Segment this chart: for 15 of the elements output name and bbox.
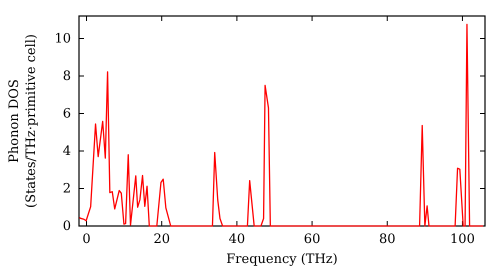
- line-series: [78, 24, 484, 227]
- y-axis-title: Phonon DOS (States/THz·primitive cell): [7, 34, 39, 208]
- x-tick-label: 100: [450, 232, 475, 248]
- x-tick-label: 20: [153, 232, 170, 248]
- x-tick-label: 80: [378, 232, 396, 248]
- y-tick-label: 0: [62, 219, 71, 234]
- y-tick-label: 6: [62, 106, 71, 122]
- x-tick-label: 0: [82, 232, 91, 248]
- x-tick-label: 60: [304, 232, 320, 248]
- x-axis-title: Frequency (THz): [226, 252, 338, 267]
- x-tick-label: 40: [228, 232, 246, 248]
- y-tick-label: 4: [62, 144, 71, 160]
- y-tick-label: 8: [62, 69, 71, 84]
- y-tick-label: 10: [54, 32, 71, 47]
- y-tick-label: 2: [62, 182, 71, 197]
